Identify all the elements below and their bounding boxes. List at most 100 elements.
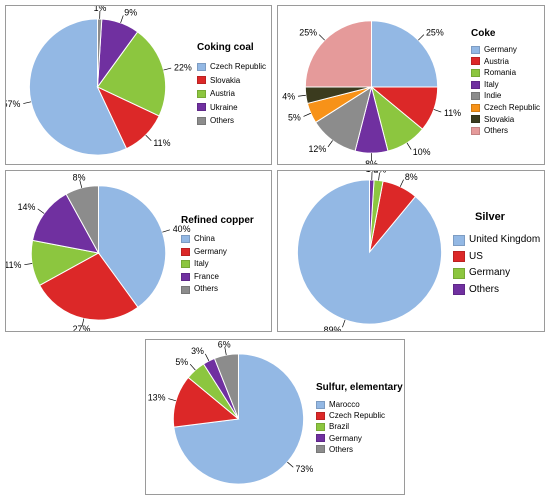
legend-swatch — [197, 116, 206, 125]
leader-line-silver-united-kingdom — [342, 319, 346, 328]
data-label-sulfur-elementary-others: 6% — [218, 340, 231, 349]
legend-coking-coal: Coking coal Czech Republic Slovakia Austri… — [197, 42, 266, 128]
pie-slice-refined-copper-china — [98, 185, 167, 308]
data-label-sulfur-elementary-czech-republic: 13% — [148, 393, 166, 403]
leader-line-sulfur-elementary-germany — [204, 353, 210, 362]
leader-line-coke-austria — [433, 109, 442, 113]
data-label-refined-copper-others: 8% — [73, 172, 86, 182]
legend-item-sulfur-elementary-others: Others — [316, 444, 403, 455]
data-label-coke-romania: 10% — [413, 147, 431, 157]
legend-label: Ukraine — [210, 102, 238, 112]
legend-swatch — [471, 103, 480, 112]
legend-label: Austria — [210, 89, 235, 98]
data-label-coking-coal-slovakia: 11% — [153, 138, 170, 148]
legend-label: Italy — [194, 259, 209, 269]
leader-line-refined-copper-china — [162, 229, 170, 233]
legend-swatch — [316, 411, 325, 420]
leader-line-coking-coal-ukraine — [120, 15, 124, 23]
legend-item-coking-coal-ukraine: Ukraine — [197, 101, 266, 115]
legend-item-silver-us: US — [453, 249, 540, 266]
legend-label: Romania — [484, 68, 517, 78]
data-label-coke-others: 25% — [299, 27, 317, 37]
legend-label: China — [194, 234, 215, 243]
legend-swatch — [471, 115, 480, 124]
legend-swatch — [471, 92, 480, 101]
legend-label: France — [194, 271, 219, 281]
data-label-silver-us: 8% — [405, 172, 418, 182]
data-label-sulfur-elementary-marocco: 73% — [295, 464, 313, 474]
legend-item-refined-copper-germany: Germany — [181, 246, 254, 259]
pie-slice-coking-coal-others — [97, 18, 103, 88]
leader-line-sulfur-elementary-brazil — [189, 363, 196, 371]
legend-label: Italy — [484, 79, 499, 89]
legend-item-coke-slovakia: Slovakia — [471, 114, 540, 126]
leader-line-coking-coal-austria — [163, 67, 172, 71]
legend-item-silver-germany: Germany — [453, 265, 540, 282]
legend-item-sulfur-elementary-germany: Germany — [316, 433, 403, 444]
data-label-silver-others: 1% — [366, 171, 379, 174]
legend-label: Others — [329, 444, 354, 454]
legend-label: Czech Republic — [484, 102, 541, 112]
chart-title-sulfur: Sulfur, elementary — [316, 382, 403, 393]
legend-sulfur: Sulfur, elementary Marocco Czech Republic… — [316, 382, 403, 455]
data-label-sulfur-elementary-germany: 3% — [191, 346, 204, 356]
leader-line-silver-us — [399, 179, 404, 187]
legend-label: Others — [484, 126, 509, 136]
pie-svg-sulfur: 73% 13% 5%3% 6% — [148, 340, 313, 485]
legend-label: Slovakia — [484, 114, 515, 124]
legend-item-sulfur-elementary-marocco: Marocco — [316, 399, 403, 410]
chart-panel-coking-coal: 57% 11% 22% 9% 1% Coking coal Czech Republic… — [5, 5, 272, 165]
legend-label: US — [469, 250, 483, 262]
leader-line-silver-germany — [378, 172, 380, 181]
legend-swatch — [471, 57, 480, 66]
pie-svg-refined-copper: 40% 27% 11% 14% 8% — [6, 172, 191, 331]
data-label-refined-copper-france: 14% — [18, 202, 36, 212]
legend-item-refined-copper-italy: Italy — [181, 258, 254, 271]
legend-item-coke-romania: Romania — [471, 67, 540, 79]
pie-slice-coke-germany — [371, 20, 439, 88]
legend-swatch — [316, 434, 325, 443]
legend-item-refined-copper-china: China — [181, 233, 254, 246]
pie-svg-coke: 25% 11% 10% 8% 12% 5% 4% 25% — [282, 20, 461, 164]
legend-item-coke-italy: Italy — [471, 79, 540, 91]
legend-swatch — [181, 260, 190, 269]
pie-slice-refined-copper-germany — [38, 252, 139, 321]
leader-line-coke-germany — [418, 34, 425, 41]
leader-line-coke-romania — [406, 142, 412, 150]
leader-line-sulfur-elementary-others — [224, 347, 227, 356]
leader-line-coke-others — [318, 34, 325, 41]
legend-swatch — [197, 62, 206, 71]
legend-swatch — [181, 247, 190, 256]
data-label-coking-coal-austria: 22% — [174, 62, 192, 72]
legend-label: Czech Republic — [210, 62, 267, 71]
pie-slice-refined-copper-others — [65, 185, 99, 254]
legend-label: Brazil — [329, 422, 350, 432]
legend-item-coking-coal-others: Others — [197, 114, 266, 128]
data-label-coke-czech-republic: 5% — [288, 113, 301, 123]
chart-title-silver: Silver — [475, 211, 505, 223]
leader-line-coking-coal-czech-republic — [23, 101, 32, 104]
data-label-silver-united-kingdom: 89% — [324, 325, 342, 331]
pie-slice-coke-others — [304, 20, 372, 88]
leader-line-coke-slovakia — [297, 94, 306, 97]
chart-title-coking-coal: Coking coal — [197, 42, 254, 53]
chart-title-coke: Coke — [471, 28, 496, 39]
data-label-refined-copper-germany: 27% — [73, 324, 91, 331]
legend-item-coke-indie: Indie — [471, 90, 540, 102]
pie-slice-refined-copper-france — [31, 193, 100, 254]
legend-label: Austria — [484, 56, 509, 66]
leader-line-coking-coal-slovakia — [145, 134, 152, 141]
legend-silver: Silver United Kingdom US Germany Others — [453, 211, 540, 298]
chart-panel-sulfur: 73% 13% 5% 3% 6% Sulfur, elementary Marocco C… — [145, 339, 405, 495]
chart-panel-coke: 25% 11% 10% 8% 12% 5% 4% 25% Coke Germany Austri… — [277, 5, 545, 165]
legend-item-sulfur-elementary-brazil: Brazil — [316, 421, 403, 432]
data-label-refined-copper-italy: 11% — [6, 260, 22, 270]
leader-line-sulfur-elementary-czech-republic — [168, 398, 177, 402]
legend-swatch — [197, 89, 206, 98]
legend-swatch — [316, 400, 325, 409]
legend-label: Marocco — [329, 400, 360, 409]
data-label-coking-coal-others: 1% — [94, 6, 107, 13]
chart-title-refined-copper: Refined copper — [181, 215, 254, 226]
legend-item-coke-others: Others — [471, 125, 540, 137]
legend-item-silver-others: Others — [453, 282, 540, 299]
